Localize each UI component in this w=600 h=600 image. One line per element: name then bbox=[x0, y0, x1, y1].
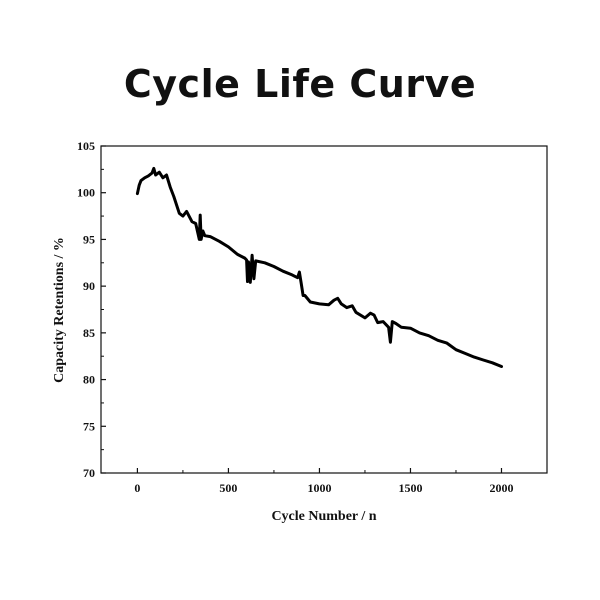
capacity-retention-line bbox=[135, 166, 503, 368]
plot-frame bbox=[100, 145, 548, 474]
y-tick-label: 85 bbox=[83, 326, 95, 340]
y-tick-label: 90 bbox=[83, 279, 95, 293]
y-tick-label: 75 bbox=[83, 419, 95, 433]
y-tick-label: 95 bbox=[83, 232, 95, 246]
y-tick-label: 80 bbox=[83, 373, 95, 387]
y-tick-label: 100 bbox=[77, 186, 95, 200]
y-tick-label: 105 bbox=[77, 139, 95, 153]
x-tick-label: 500 bbox=[219, 481, 237, 495]
x-axis-title: Cycle Number / n bbox=[271, 509, 376, 524]
x-tick-label: 1500 bbox=[398, 481, 422, 495]
x-tick-label: 2000 bbox=[489, 481, 513, 495]
y-axis: 70 75 80 85 90 95 100 105 bbox=[77, 139, 106, 480]
y-axis-title: Capacity Retentions / % bbox=[52, 237, 67, 383]
x-tick-label: 1000 bbox=[307, 481, 331, 495]
x-tick-label: 0 bbox=[134, 481, 140, 495]
chart-title: Cycle Life Curve bbox=[123, 62, 477, 106]
x-axis: 0 500 1000 1500 2000 bbox=[134, 468, 513, 495]
y-tick-label: 70 bbox=[83, 466, 95, 480]
